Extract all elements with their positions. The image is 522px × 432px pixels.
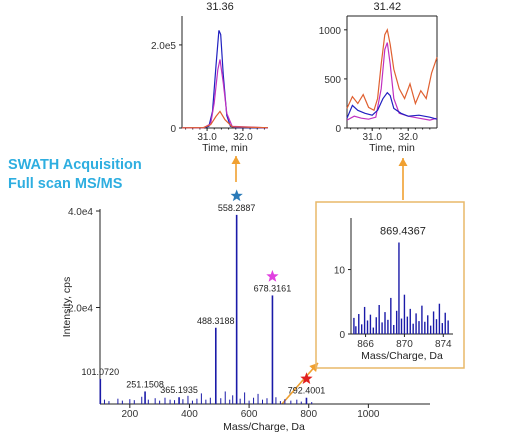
peak-star-marker xyxy=(266,269,279,282)
peak-label: 251.1508 xyxy=(126,379,164,389)
peak-label: 558.2887 xyxy=(218,203,256,213)
x-axis-label: Time, min xyxy=(202,142,248,154)
main-spectrum-panel: 200 400 600 800 1000 4.0e4 2.0e4 Mass/Charge, D… xyxy=(61,189,430,432)
x-tick-label: 866 xyxy=(357,339,374,350)
trace-magenta xyxy=(346,42,438,121)
y-tick-label: 0 xyxy=(170,124,176,135)
connector-arrows xyxy=(231,156,408,405)
swath-heading-line1: SWATH Acquisition xyxy=(8,157,142,173)
x-axis-label: Time, min xyxy=(369,142,415,154)
trace-orange xyxy=(346,27,438,112)
swath-heading-line2: Full scan MS/MS xyxy=(8,176,123,192)
x-tick-label: 400 xyxy=(181,409,198,420)
x-tick-label: 600 xyxy=(241,409,258,420)
y-tick-label: 4.0e4 xyxy=(68,207,93,218)
x-tick-label: 800 xyxy=(300,409,317,420)
x-axis-label: Mass/Charge, Da xyxy=(361,350,443,362)
peak-label: 101.0720 xyxy=(82,367,120,377)
apex-label: 31.42 xyxy=(374,1,402,13)
x-tick-label: 200 xyxy=(121,409,138,420)
peak-label: 488.3188 xyxy=(197,316,235,326)
y-tick-label: 2.0e5 xyxy=(151,41,176,52)
zoom-inset-panel: 10 0 866 870 874 869.4367 Mass/Charge, Da xyxy=(315,201,465,369)
arrow-to-zoom-inset xyxy=(281,362,319,405)
x-tick-label: 32.0 xyxy=(233,132,253,143)
apex-label: 31.36 xyxy=(206,1,234,13)
y-tick-label: 0 xyxy=(335,124,341,135)
peak-label: 792.4001 xyxy=(288,386,326,396)
inset-frame xyxy=(315,201,465,369)
peak-star-marker xyxy=(300,372,313,384)
y-tick-label: 10 xyxy=(334,266,346,277)
trace-magenta xyxy=(181,59,269,129)
peak-label: 365.1935 xyxy=(160,385,198,395)
x-tick-label: 874 xyxy=(435,339,452,350)
y-tick-label: 1000 xyxy=(319,26,342,37)
x-axis-label: Mass/Charge, Da xyxy=(223,421,305,432)
y-tick-label: 0 xyxy=(339,330,345,341)
x-tick-label: 32.0 xyxy=(398,132,418,143)
y-tick-label: 500 xyxy=(324,75,341,86)
trace-orange xyxy=(181,110,269,129)
y-tick-label: 2.0e4 xyxy=(68,304,93,315)
trace-blue xyxy=(346,91,438,120)
x-tick-label: 31.0 xyxy=(362,132,382,143)
peak-star-marker xyxy=(230,189,243,202)
x-tick-label: 870 xyxy=(396,339,413,350)
swath-heading: SWATH Acquisition Full scan MS/MS xyxy=(8,156,142,194)
arrow-to-left-xic-head xyxy=(231,156,241,164)
inset-peak-label: 869.4367 xyxy=(380,225,426,237)
arrow-to-right-xic-head xyxy=(398,158,408,166)
peak-label: 678.3161 xyxy=(254,283,292,293)
x-tick-label: 31.0 xyxy=(197,132,217,143)
y-axis-label: Intensity, cps xyxy=(61,277,73,338)
trace-blue xyxy=(181,30,269,129)
x-tick-label: 1000 xyxy=(357,409,380,420)
